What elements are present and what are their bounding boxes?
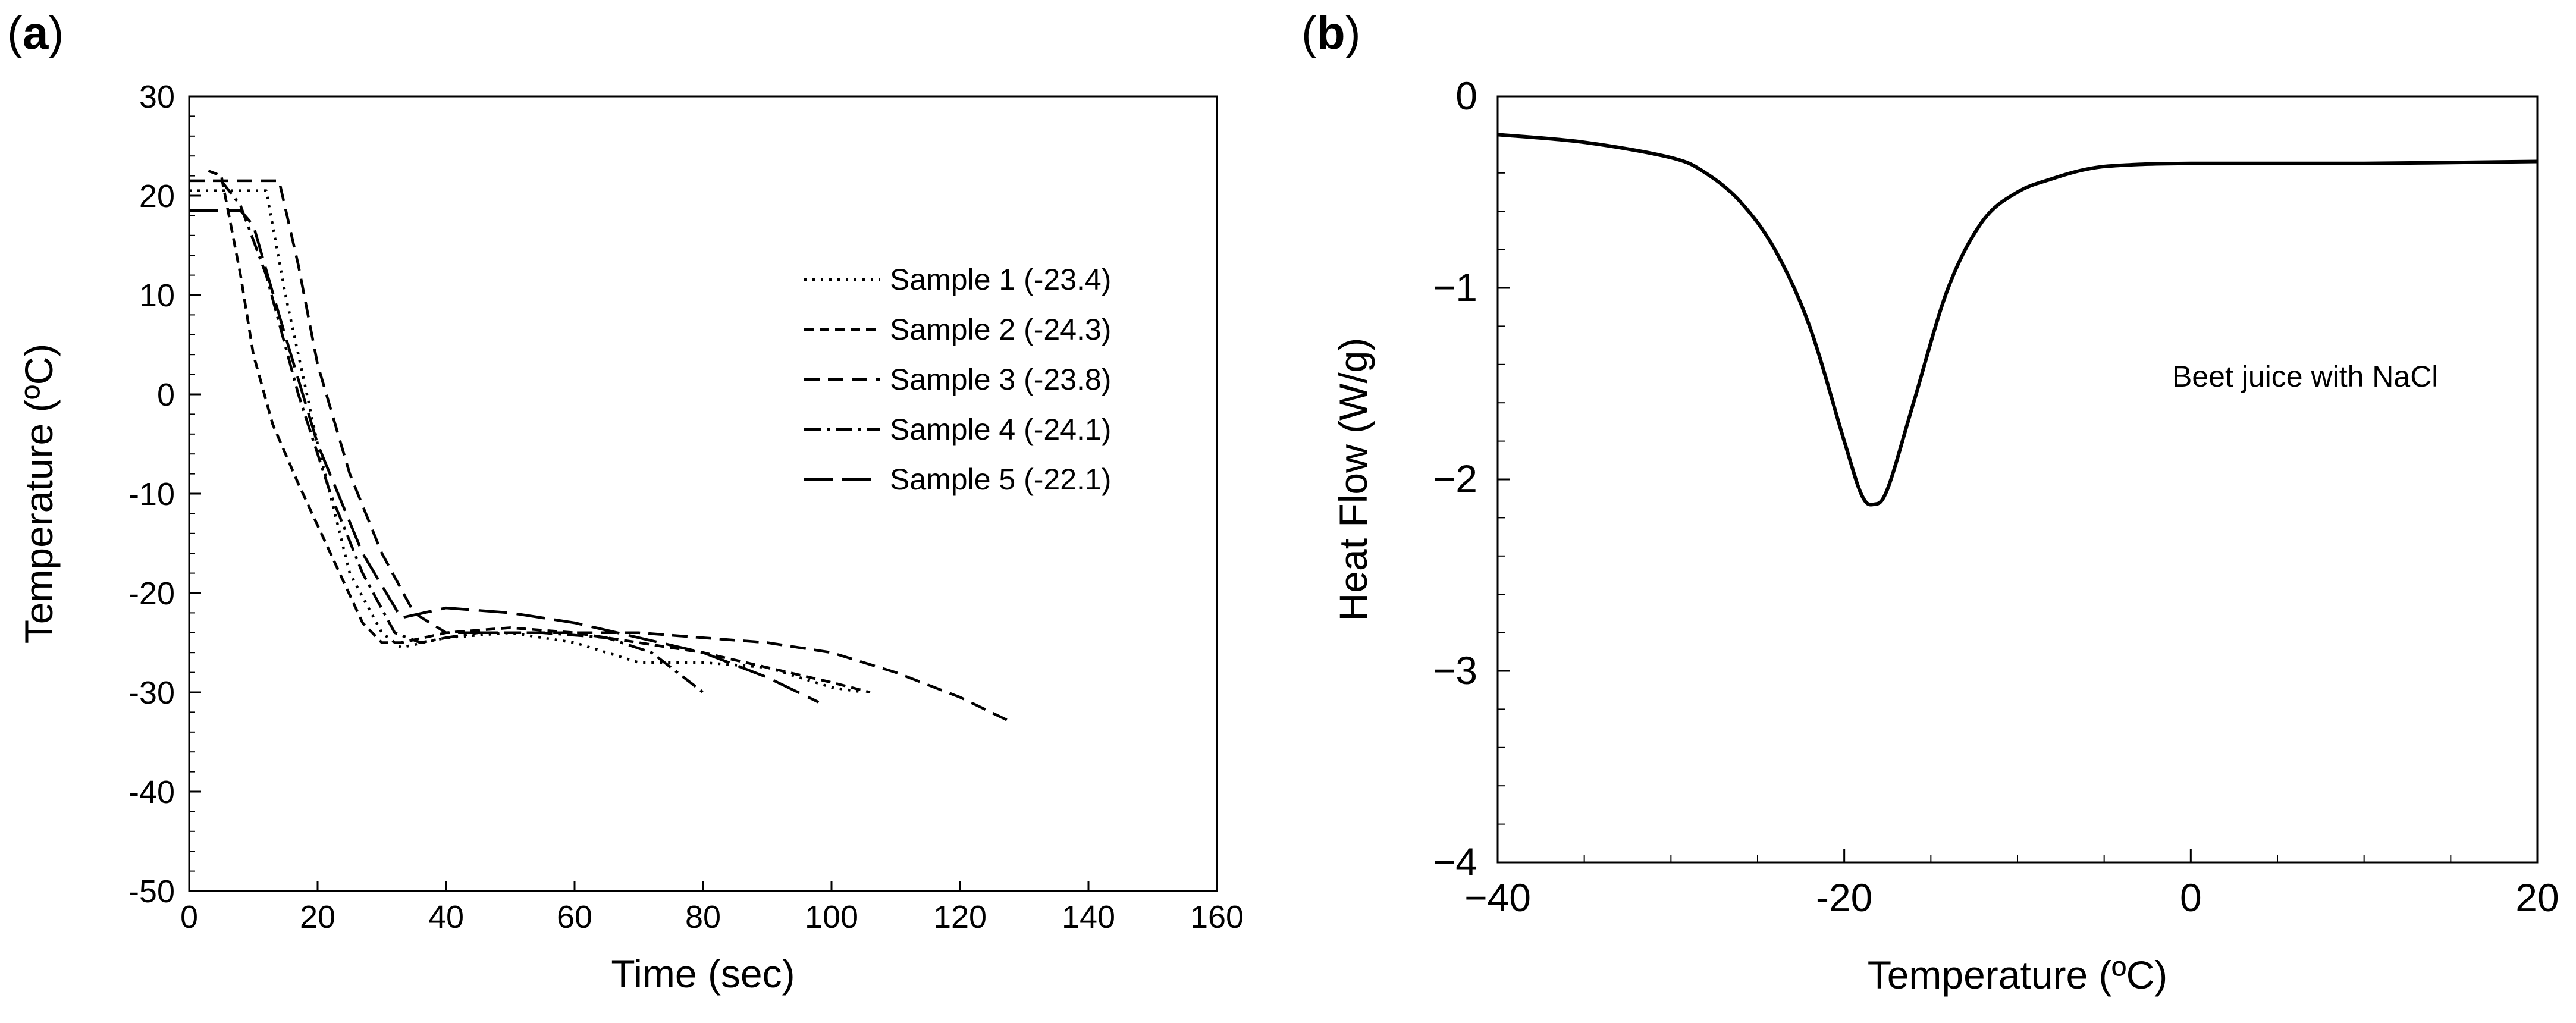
- chart-a-series-3-line: [189, 179, 1012, 724]
- chart-a-xtick-label: 120: [933, 899, 987, 935]
- chart-a-xtick-label: 140: [1062, 899, 1115, 935]
- chart-a-ytick-label: -10: [128, 476, 175, 512]
- chart-a-series-2-line: [208, 170, 871, 694]
- chart-a-xtick-label: 160: [1190, 899, 1244, 935]
- chart-a-xtick-label: 20: [300, 899, 335, 935]
- legend-label-sample-1: Sample 1 (-23.4): [890, 263, 1111, 296]
- chart-b-xtick-label: 20: [2515, 875, 2559, 920]
- legend-label-sample-5: Sample 5 (-22.1): [890, 463, 1111, 496]
- chart-a-series-1-line: [189, 189, 864, 694]
- chart-b-xtick-label: 0: [2180, 875, 2202, 920]
- panel-label-a: (a): [7, 7, 64, 59]
- chart-b-annotation: Beet juice with NaCl: [2172, 360, 2438, 393]
- chart-a-ytick-label: 0: [157, 377, 175, 413]
- chart-a-series-5-line: [189, 209, 820, 704]
- chart-a-ytick-label: 20: [139, 178, 175, 214]
- chart-a-xtick-label: 60: [557, 899, 592, 935]
- legend-label-sample-4: Sample 4 (-24.1): [890, 413, 1111, 446]
- chart-a-xtick-label: 0: [180, 899, 198, 935]
- chart-b-ytick-label: 0: [1455, 74, 1477, 118]
- chart-a-xtick-label: 40: [428, 899, 464, 935]
- legend-label-sample-3: Sample 3 (-23.8): [890, 363, 1111, 396]
- chart-a-xtick-label: 80: [685, 899, 721, 935]
- chart-a-series-4-line: [220, 180, 704, 693]
- chart-a-xlabel: Time (sec): [611, 952, 795, 996]
- panel-label-b: (b): [1301, 7, 1361, 59]
- chart-b-xlabel: Temperature (ºC): [1868, 953, 2168, 997]
- chart-b: −40 -20 0 200−1−2−3−4 Beet juice with NaCl …: [1331, 74, 2559, 997]
- chart-b-heat-flow-line: [1497, 133, 2538, 507]
- chart-b-plot-frame: [1496, 95, 2539, 864]
- chart-b-ylabel: Heat Flow (W/g): [1331, 338, 1375, 622]
- chart-a-xtick-label: 100: [805, 899, 858, 935]
- chart-b-xtick-label: -20: [1816, 875, 1872, 920]
- legend-label-sample-2: Sample 2 (-24.3): [890, 313, 1111, 346]
- chart-a: 0 20 40 60 80 100 120 140 1603020100-10-20-30-40…: [17, 79, 1244, 996]
- chart-b-ytick-label: −3: [1433, 648, 1477, 692]
- chart-a-ytick-label: -30: [128, 675, 175, 711]
- chart-a-ytick-label: 10: [139, 278, 175, 313]
- chart-a-ytick-label: -50: [128, 874, 175, 909]
- chart-b-xtick-label: −40: [1464, 875, 1531, 920]
- chart-a-ytick-label: -20: [128, 576, 175, 611]
- chart-a-ylabel: Temperature (ºC): [17, 344, 61, 644]
- chart-a-ytick-label: -40: [128, 774, 175, 810]
- chart-b-ytick-label: −1: [1433, 265, 1477, 309]
- chart-a-legend: Sample 1 (-23.4) Sample 2 (-24.3) Sample 3…: [804, 263, 1111, 496]
- chart-b-ytick-label: −2: [1433, 457, 1477, 501]
- chart-a-ytick-label: 30: [139, 79, 175, 115]
- chart-b-ytick-label: −4: [1433, 840, 1477, 884]
